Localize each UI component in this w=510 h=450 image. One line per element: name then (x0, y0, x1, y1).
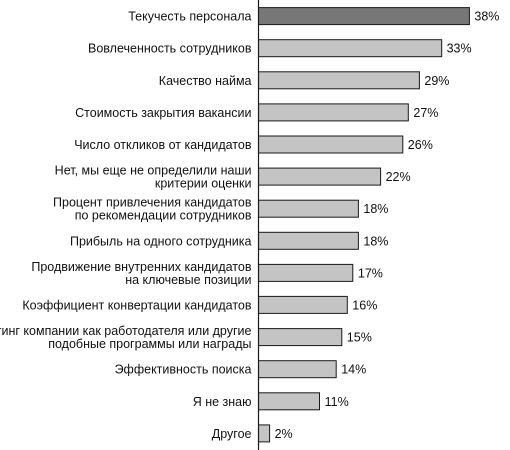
category-label: Прибыль на одного сотрудника (70, 234, 252, 248)
bar (258, 103, 409, 122)
category-label: Я не знаю (193, 395, 252, 409)
category-label: Рейтинг компании как работодателя или др… (0, 324, 252, 338)
value-label: 14% (341, 363, 366, 377)
category-label: Стоимость закрытия вакансии (75, 106, 251, 120)
value-label: 27% (413, 106, 438, 120)
category-label: Вовлеченность сотрудников (88, 42, 252, 56)
value-label: 11% (325, 395, 349, 409)
bar (258, 199, 359, 218)
category-label: Другое (212, 427, 252, 441)
bar (258, 231, 359, 250)
bar (258, 71, 420, 90)
bar (258, 263, 354, 282)
value-label: 17% (358, 266, 383, 280)
bar (258, 360, 337, 379)
category-label: Коэффициент конвертации кандидатов (22, 298, 251, 312)
category-label: критерии оценки (155, 177, 252, 191)
category-label: по рекомендации сотрудников (75, 209, 252, 223)
category-label: Нет, мы еще не определили наши (55, 164, 252, 178)
bar (258, 167, 382, 186)
bar (258, 135, 404, 154)
category-label: подобные программы или награды (48, 337, 251, 351)
value-label: 16% (352, 298, 377, 312)
category-label: Эффективность поиска (115, 363, 252, 377)
bar (258, 7, 470, 26)
bar (258, 295, 348, 314)
category-label: Процент привлечения кандидатов (53, 196, 252, 210)
value-label: 18% (363, 202, 388, 216)
category-label: Число откликов от кандидатов (74, 138, 252, 152)
value-label: 18% (363, 234, 388, 248)
value-label: 22% (386, 170, 411, 184)
category-label: Текучесть персонала (128, 10, 251, 24)
value-label: 15% (347, 331, 372, 345)
category-label: Продвижение внутренних кандидатов (31, 260, 251, 274)
value-label: 38% (474, 10, 499, 24)
bar (258, 39, 443, 58)
value-label: 33% (447, 42, 472, 56)
value-label: 29% (424, 74, 449, 88)
category-label: на ключевые позиции (125, 273, 251, 287)
bar (258, 328, 343, 347)
value-label: 2% (275, 427, 293, 441)
category-label: Качество найма (159, 74, 252, 88)
bar (258, 392, 320, 411)
bar (258, 424, 271, 443)
value-label: 26% (408, 138, 433, 152)
